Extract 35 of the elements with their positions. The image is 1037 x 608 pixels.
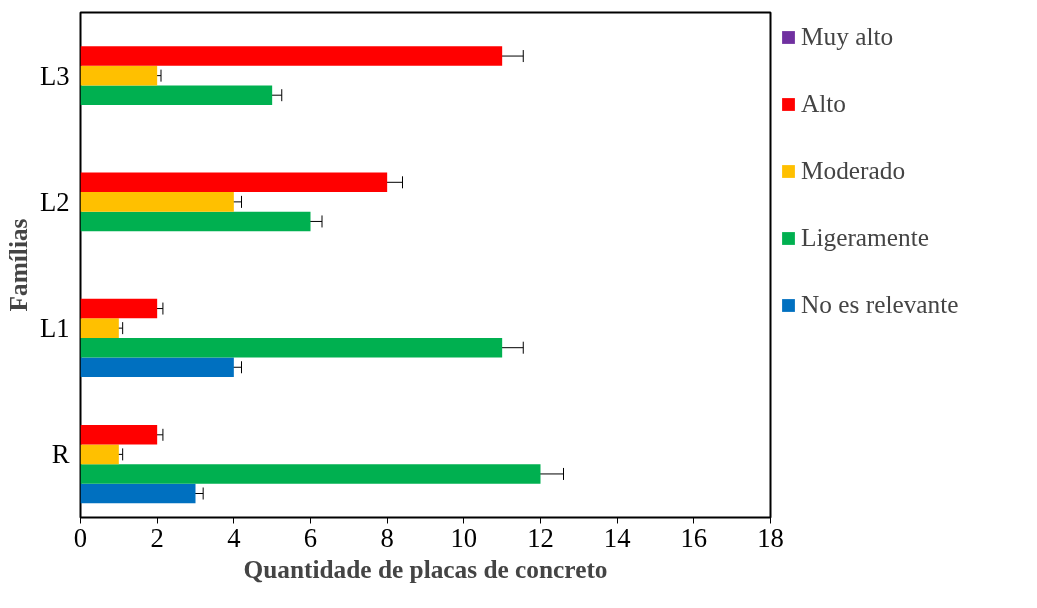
bar (80, 85, 273, 105)
bar (80, 425, 158, 445)
bar (80, 318, 119, 338)
bar (80, 172, 388, 193)
x-tick-label: 6 (303, 522, 318, 553)
legend-label: Ligeramente (801, 223, 929, 252)
y-tick-label: L2 (39, 186, 70, 217)
y-axis-title: Famílias (3, 218, 32, 312)
bar (80, 357, 234, 378)
bar (80, 483, 196, 504)
bar (80, 46, 503, 66)
y-tick-label: L1 (39, 313, 70, 344)
x-tick-label: 0 (73, 522, 88, 553)
bar (80, 211, 311, 232)
bar (80, 192, 234, 212)
legend-label: Muy alto (801, 22, 894, 51)
x-tick-label: 18 (757, 522, 784, 553)
x-tick-label: 14 (603, 522, 631, 553)
y-tick-label: L3 (39, 60, 70, 91)
bar (80, 444, 119, 465)
bar (80, 337, 503, 358)
legend-label: Moderado (801, 156, 906, 185)
x-tick-label: 10 (450, 522, 478, 553)
x-tick-label: 2 (150, 522, 164, 553)
x-tick-label: 4 (227, 522, 241, 553)
legend-label: No es relevante (801, 290, 959, 319)
legend-label: Alto (801, 89, 847, 118)
x-axis-title: Quantidade de placas de concreto (243, 554, 608, 583)
x-tick-label: 16 (680, 522, 708, 553)
bar (80, 65, 158, 86)
bar (80, 298, 158, 319)
bar (80, 464, 541, 484)
y-tick-label: R (51, 439, 70, 470)
x-tick-label: 12 (527, 522, 554, 553)
x-tick-label: 8 (380, 522, 394, 553)
